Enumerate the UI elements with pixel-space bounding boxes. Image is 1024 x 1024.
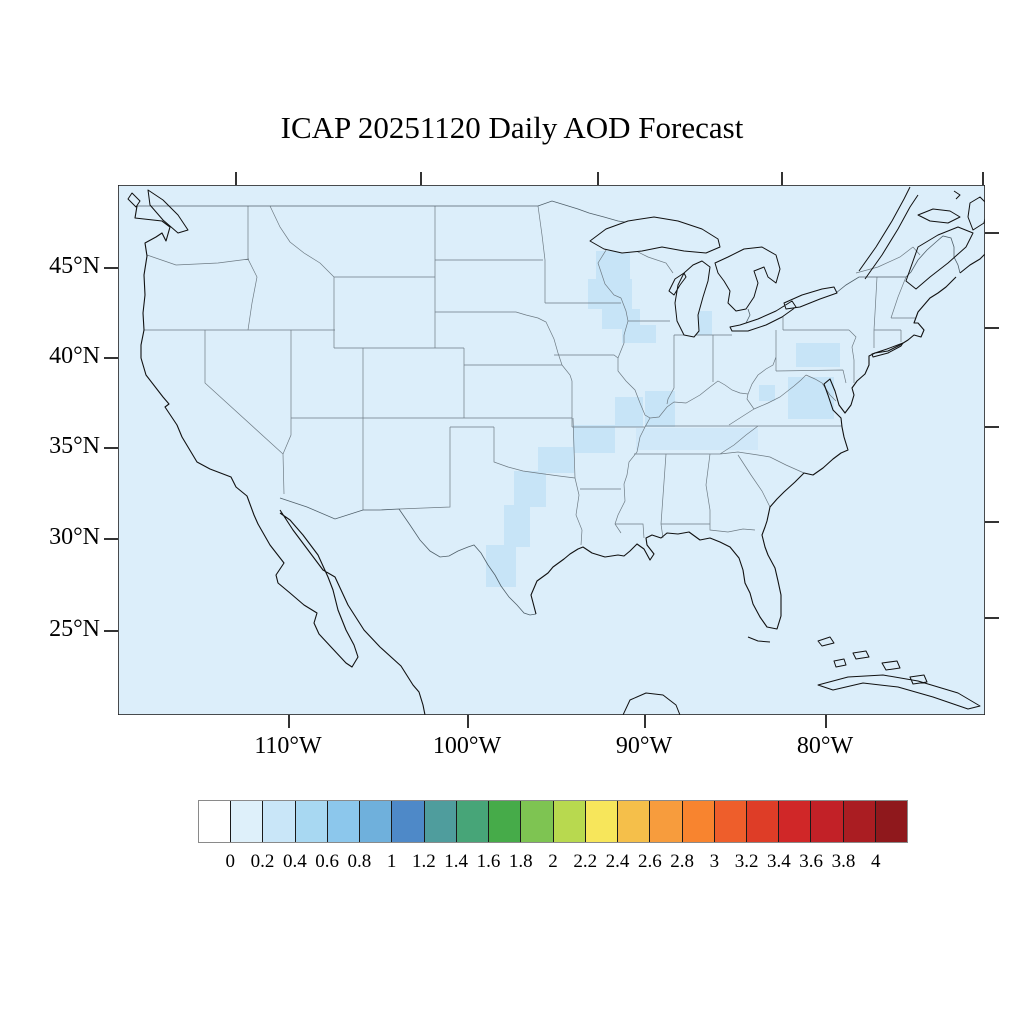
page-title: ICAP 20251120 Daily AOD Forecast [280, 110, 744, 145]
colorbar-label: 4 [870, 851, 881, 872]
colorbar-cell [391, 801, 424, 842]
latitude-tick [104, 630, 118, 632]
colorbar-cell [874, 801, 908, 842]
aod-patch [596, 251, 630, 279]
colorbar-cell [520, 801, 553, 842]
colorbar-cell [359, 801, 392, 842]
top-tick [597, 172, 599, 185]
colorbar-label: 2.8 [670, 851, 694, 872]
colorbar-cell [713, 801, 746, 842]
aod-patch [622, 325, 656, 343]
aod-patch [588, 279, 632, 309]
colorbar-cell [423, 801, 456, 842]
colorbar-cell [745, 801, 779, 842]
colorbar-cell [262, 801, 295, 842]
colorbar-label: 2.4 [605, 851, 630, 872]
colorbar-label: 2 [548, 851, 558, 872]
right-tick [985, 232, 999, 234]
colorbar-label: 0.6 [315, 851, 339, 872]
colorbar-label: 0 [225, 851, 236, 872]
latitude-tick [104, 267, 118, 269]
top-tick [235, 172, 237, 185]
top-tick [420, 172, 422, 185]
right-tick [985, 426, 999, 428]
colorbar-cell [842, 801, 875, 842]
colorbar-cell [326, 801, 360, 842]
colorbar-label: 1.4 [444, 851, 469, 872]
colorbar-label: 3.6 [799, 851, 824, 872]
colorbar-label: 3 [709, 851, 720, 872]
aod-patch [615, 397, 643, 427]
colorbar-cell [810, 801, 843, 842]
aod-patch [514, 471, 546, 507]
colorbar-label: 3.2 [734, 851, 759, 872]
latitude-label: 25°N [49, 616, 100, 642]
colorbar-cell [584, 801, 618, 842]
colorbar-cell [778, 801, 811, 842]
map-panel [118, 185, 985, 715]
aod-patch [636, 428, 758, 450]
top-tick [982, 172, 984, 185]
aod-patch [645, 391, 675, 427]
colorbar-label: 3.8 [831, 851, 856, 872]
colorbar [198, 800, 908, 843]
colorbar-cell [681, 801, 714, 842]
aod-patch [504, 505, 530, 547]
colorbar-label: 1.2 [412, 851, 436, 872]
colorbar-label: 0.8 [347, 851, 372, 872]
us-map [118, 185, 985, 715]
colorbar-cell [199, 801, 231, 842]
latitude-tick [104, 357, 118, 359]
latitude-label: 45°N [49, 253, 100, 279]
colorbar-cell [552, 801, 585, 842]
longitude-tick [288, 715, 290, 728]
colorbar-label: 3.4 [767, 851, 791, 872]
colorbar-label: 2.6 [637, 851, 662, 872]
colorbar-cell [230, 801, 263, 842]
colorbar-label: 0.2 [250, 851, 275, 872]
longitude-tick [644, 715, 646, 728]
right-tick [985, 327, 999, 329]
colorbar-cell [294, 801, 327, 842]
latitude-label: 30°N [49, 524, 100, 550]
aod-patch [602, 309, 640, 329]
latitude-label: 40°N [49, 343, 100, 369]
top-tick [781, 172, 783, 185]
aod-patch [538, 447, 574, 473]
great-lakes-path [589, 216, 838, 338]
longitude-label: 100°W [432, 733, 502, 759]
longitude-label: 110°W [254, 733, 322, 759]
latitude-tick [104, 538, 118, 540]
right-tick [985, 521, 999, 523]
aod-patch [573, 425, 615, 453]
colorbar-label: 1 [386, 851, 397, 872]
colorbar-cell [488, 801, 521, 842]
colorbar-label: 1.8 [508, 851, 533, 872]
colorbar-label: 0.4 [282, 851, 307, 872]
aod-patch [759, 385, 775, 401]
aod-patch [796, 343, 840, 367]
state-borders-path [144, 205, 921, 546]
right-tick [985, 617, 999, 619]
longitude-tick [825, 715, 827, 728]
colorbar-cell [649, 801, 682, 842]
colorbar-cell [617, 801, 650, 842]
longitude-label: 80°W [796, 733, 854, 759]
longitude-tick [467, 715, 469, 728]
latitude-label: 35°N [49, 433, 100, 459]
colorbar-label: 1.6 [476, 851, 501, 872]
aod-patch [788, 377, 834, 419]
colorbar-cell [455, 801, 489, 842]
islands-path [127, 186, 985, 715]
aod-patch [486, 545, 516, 587]
latitude-tick [104, 447, 118, 449]
coastline-path [134, 205, 985, 715]
colorbar-label: 2.2 [573, 851, 598, 872]
longitude-label: 90°W [615, 733, 673, 759]
